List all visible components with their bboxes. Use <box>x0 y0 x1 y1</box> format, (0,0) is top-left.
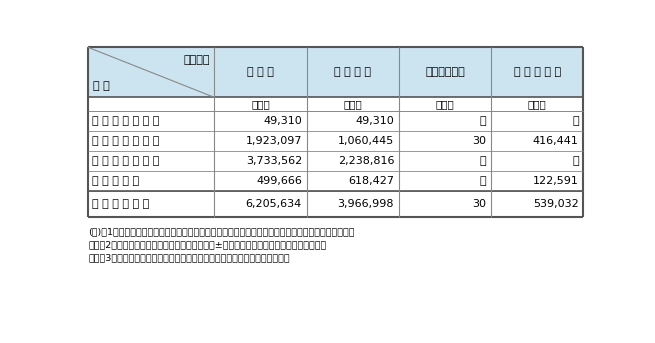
Text: 1,923,097: 1,923,097 <box>246 136 302 146</box>
Text: 416,441: 416,441 <box>533 136 578 146</box>
Text: 2　国費は，当初予算＋予備費＋補正予算±流用により計算した補正後予算である。: 2 国費は，当初予算＋予備費＋補正予算±流用により計算した補正後予算である。 <box>88 240 326 250</box>
Text: 融 資 実 行 額: 融 資 実 行 額 <box>514 67 561 77</box>
Text: 618,427: 618,427 <box>348 176 394 186</box>
Bar <box>88 97 584 217</box>
Text: 百万円: 百万円 <box>436 99 455 109</box>
Text: 科 学 技 術 の 研 究: 科 学 技 術 の 研 究 <box>92 116 159 126</box>
Text: 539,032: 539,032 <box>533 199 578 209</box>
Text: 3,966,998: 3,966,998 <box>338 199 394 209</box>
Text: 30: 30 <box>472 199 487 209</box>
Text: 予算額等: 予算額等 <box>183 55 210 65</box>
Text: 公団等支出額: 公団等支出額 <box>425 67 465 77</box>
Bar <box>88 47 584 97</box>
Text: 項 目: 項 目 <box>93 81 109 91</box>
Text: 6,205,634: 6,205,634 <box>246 199 302 209</box>
Text: 災 　 害 　 予 　 防: 災 害 予 防 <box>92 136 159 146</box>
Text: －: － <box>480 116 487 126</box>
Text: 3　各項目及び合計はそれぞれ百万円未満を四捨五入した数値である。: 3 各項目及び合計はそれぞれ百万円未満を四捨五入した数値である。 <box>88 254 290 263</box>
Text: 百万円: 百万円 <box>251 99 270 109</box>
Text: 百万円: 百万円 <box>528 99 546 109</box>
Text: －: － <box>480 176 487 186</box>
Text: 49,310: 49,310 <box>263 116 302 126</box>
Text: 30: 30 <box>472 136 487 146</box>
Text: 122,591: 122,591 <box>533 176 578 186</box>
Text: 百万円: 百万円 <box>343 99 362 109</box>
Text: 国 　 土 　 保 　 全: 国 土 保 全 <box>92 156 159 166</box>
Text: 合 　 　 　 　 計: 合 計 <box>92 199 149 209</box>
Text: 49,310: 49,310 <box>356 116 394 126</box>
Text: 事 業 費: 事 業 費 <box>247 67 274 77</box>
Text: －: － <box>480 156 487 166</box>
Text: 1,060,445: 1,060,445 <box>338 136 394 146</box>
Text: 499,666: 499,666 <box>256 176 302 186</box>
Text: 災 害 復 旧 等: 災 害 復 旧 等 <box>92 176 139 186</box>
Text: 国 　 　 費: 国 費 <box>334 67 371 77</box>
Text: 3,733,562: 3,733,562 <box>246 156 302 166</box>
Text: －: － <box>572 116 578 126</box>
Text: 2,238,816: 2,238,816 <box>338 156 394 166</box>
Text: －: － <box>572 156 578 166</box>
Text: (注)　1　政府の一般会計と特別会計との間及び政府関係機関との間の重複計数を除いたものである。: (注) 1 政府の一般会計と特別会計との間及び政府関係機関との間の重複計数を除い… <box>88 227 354 237</box>
